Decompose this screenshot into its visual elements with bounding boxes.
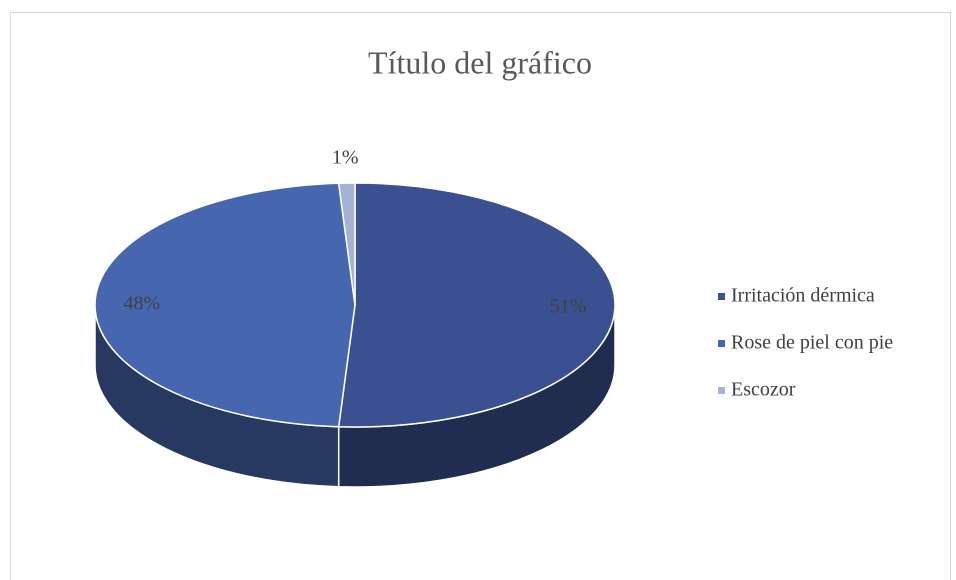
legend-label: Escozor bbox=[731, 379, 796, 401]
slice bbox=[337, 182, 616, 428]
legend-swatch bbox=[718, 340, 725, 347]
legend-swatch bbox=[718, 387, 725, 394]
data-label: 1% bbox=[332, 146, 359, 168]
slice bbox=[94, 182, 356, 428]
data-label: 48% bbox=[123, 293, 160, 315]
chart-title: Título del gráfico bbox=[368, 44, 592, 80]
slice bbox=[337, 182, 356, 306]
data-label: 51% bbox=[550, 296, 587, 318]
legend-label: Rose de piel con pie bbox=[731, 332, 893, 354]
legend-label: Irritación dérmica bbox=[731, 285, 875, 307]
legend-swatch bbox=[718, 293, 725, 300]
